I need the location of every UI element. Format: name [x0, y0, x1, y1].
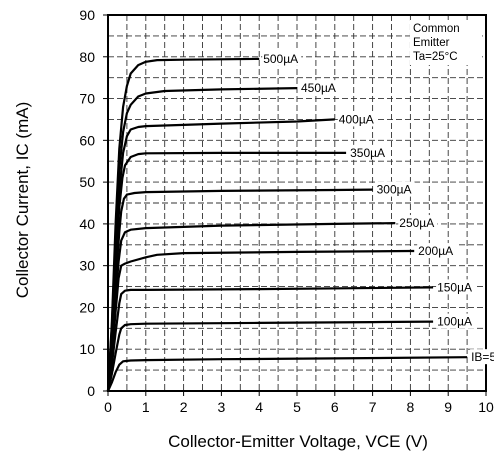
- y-axis-label: Collector Current, IC (mA): [13, 102, 32, 298]
- x-tick-label: 0: [104, 399, 112, 415]
- y-tick-label: 40: [79, 216, 95, 232]
- series-line: [106, 320, 434, 392]
- y-tick-label: 0: [87, 383, 95, 399]
- y-tick-label: 30: [79, 258, 95, 274]
- curve-labels: IB=50µA 100µA 150µA 200µA 250µA 300µA 350µA 400…: [262, 50, 494, 365]
- series-label: IB=50µA: [471, 350, 494, 364]
- x-tick-label: 5: [293, 399, 301, 415]
- y-tick-label: 70: [79, 91, 95, 107]
- annotation-line-2: Emitter: [413, 37, 450, 49]
- series-label-background: [417, 243, 457, 259]
- grid: [108, 15, 486, 391]
- x-tick-label: 2: [180, 399, 188, 415]
- annotation-background: [410, 20, 482, 65]
- curves: [106, 57, 468, 392]
- series-label: 400µA: [339, 112, 374, 126]
- series-label: 250µA: [399, 216, 434, 230]
- y-tick-label: 60: [79, 132, 95, 148]
- series-label-background: [349, 144, 389, 160]
- y-tick-label: 10: [79, 341, 95, 357]
- x-tick-label: 8: [407, 399, 415, 415]
- series-label: 450µA: [301, 81, 336, 95]
- series-label: 350µA: [350, 146, 385, 160]
- annotation-line-1: Common: [413, 23, 460, 35]
- annotation-line-3: Ta=25°C: [413, 51, 458, 63]
- ticks: 0 1 2 3 4 5 6 7 8 9 10 0 10 20 30 40 50 60 70 80 90: [79, 7, 494, 415]
- x-axis-label: Collector-Emitter Voltage, VCE (V): [168, 432, 428, 451]
- series-line: [106, 57, 260, 392]
- series-label-background: [436, 279, 476, 295]
- series-label-background: [375, 181, 415, 197]
- y-tick-label: 80: [79, 49, 95, 65]
- x-tick-label: 1: [142, 399, 150, 415]
- series-label: 100µA: [437, 315, 472, 329]
- series-label: 200µA: [418, 244, 453, 258]
- x-tick-label: 9: [444, 399, 452, 415]
- series-label-background: [300, 80, 339, 96]
- series-label-background: [262, 50, 302, 66]
- series-label: 300µA: [377, 183, 412, 197]
- series-label-background: [398, 215, 438, 231]
- y-tick-label: 20: [79, 299, 95, 315]
- x-tick-label: 10: [478, 399, 494, 415]
- y-tick-label: 50: [79, 174, 95, 190]
- series-label-background: [436, 313, 476, 329]
- series-line: [106, 286, 434, 392]
- x-tick-label: 6: [331, 399, 339, 415]
- series-label: 500µA: [263, 52, 298, 66]
- x-tick-label: 3: [218, 399, 226, 415]
- x-tick-label: 4: [255, 399, 263, 415]
- series-label: 150µA: [437, 280, 472, 294]
- x-tick-label: 7: [369, 399, 377, 415]
- series-label-background: [470, 349, 494, 365]
- series-line: [106, 151, 347, 392]
- series-label-background: [337, 111, 377, 127]
- series-line: [106, 356, 468, 392]
- y-tick-label: 90: [79, 7, 95, 23]
